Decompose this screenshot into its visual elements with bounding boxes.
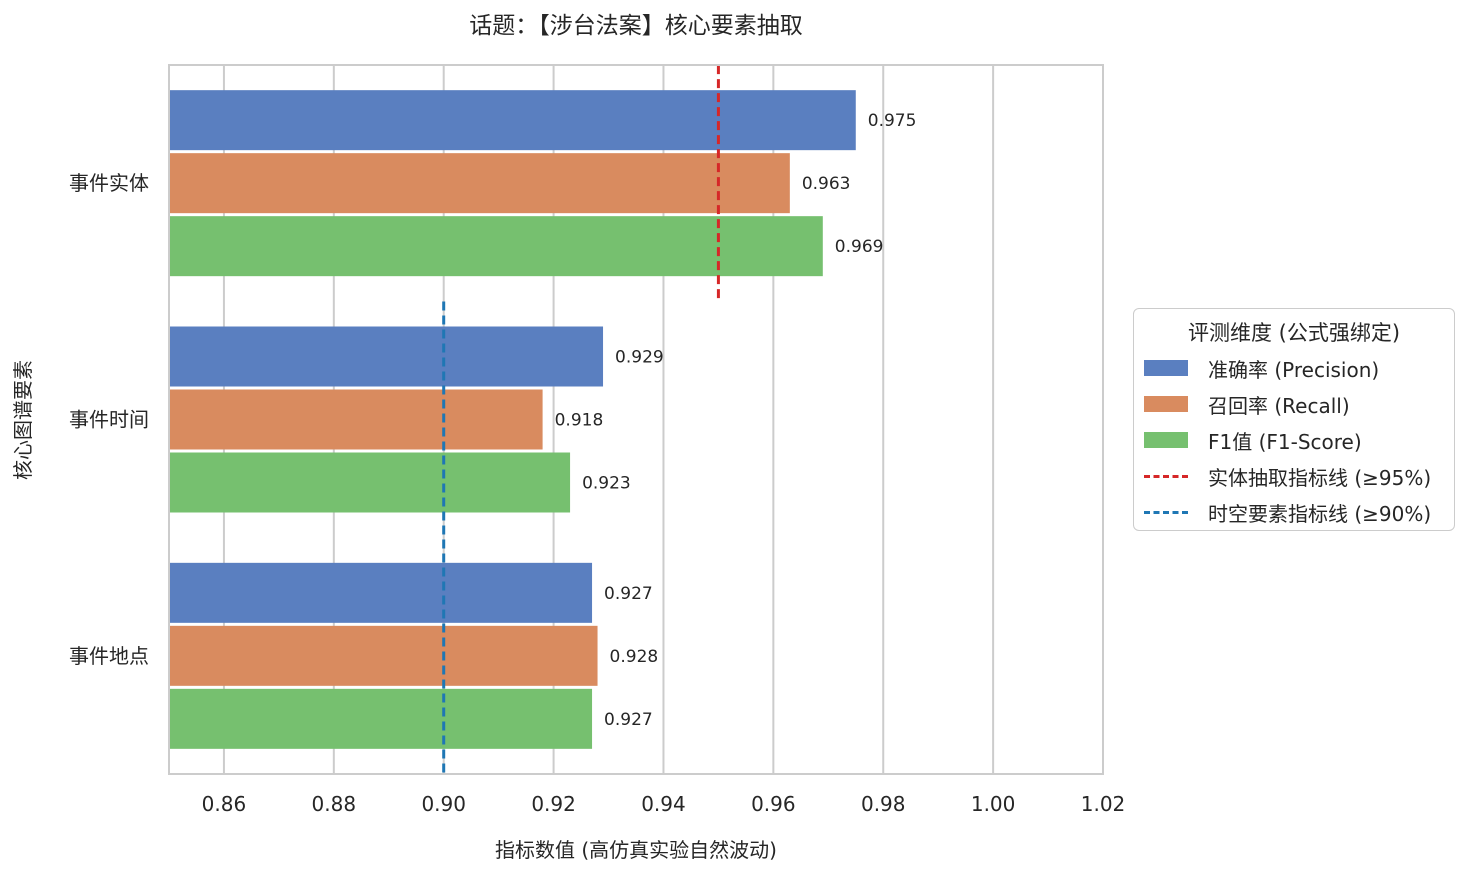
x-tick-label: 0.86 — [202, 792, 247, 816]
legend-item: 召回率 (Recall) — [1144, 389, 1350, 419]
x-tick-label: 0.98 — [861, 792, 906, 816]
bar — [169, 153, 790, 214]
x-ticks: 0.86 0.88 0.90 0.92 0.94 0.96 0.98 1.00 1.02 — [202, 792, 1126, 816]
bar — [169, 389, 543, 450]
data-label: 0.923 — [582, 474, 631, 494]
x-tick-label: 0.92 — [531, 792, 576, 816]
legend-marker — [1144, 510, 1188, 514]
bar — [169, 562, 593, 623]
bar — [169, 625, 598, 686]
bar — [169, 90, 856, 151]
legend: 评测维度 (公式强绑定) 准确率 (Precision) 召回率 (Recall)… — [1133, 308, 1455, 531]
y-tick-label: 事件实体 — [69, 171, 149, 195]
legend-label: 召回率 (Recall) — [1208, 393, 1350, 418]
y-axis-label: 核心图谱要素 — [11, 360, 35, 480]
bar — [169, 452, 571, 513]
data-label: 0.927 — [604, 584, 653, 604]
bars — [169, 90, 856, 749]
x-tick-label: 0.96 — [751, 792, 796, 816]
data-labels: 0.975 0.963 0.969 0.929 0.918 0.923 0.927 0.928… — [555, 111, 917, 730]
bar — [169, 688, 593, 749]
legend-label: 时空要素指标线 (≥90%) — [1208, 501, 1432, 526]
legend-marker — [1144, 396, 1188, 412]
data-label: 0.928 — [610, 647, 659, 667]
x-tick-label: 0.90 — [421, 792, 466, 816]
data-label: 0.929 — [615, 348, 664, 368]
data-label: 0.969 — [835, 237, 884, 257]
bar — [169, 216, 823, 277]
x-tick-label: 1.02 — [1081, 792, 1126, 816]
y-tick-label: 事件地点 — [69, 644, 149, 668]
reference-lines — [442, 65, 720, 774]
y-tick-label: 事件时间 — [69, 408, 149, 432]
x-tick-label: 0.94 — [641, 792, 686, 816]
legend-item: 实体抽取指标线 (≥95%) — [1144, 461, 1431, 491]
legend-label: 实体抽取指标线 (≥95%) — [1208, 465, 1432, 490]
legend-marker — [1144, 432, 1188, 448]
data-label: 0.918 — [555, 411, 604, 431]
legend-marker — [1144, 474, 1188, 478]
data-label: 0.927 — [604, 710, 653, 730]
x-tick-label: 0.88 — [312, 792, 357, 816]
legend-marker — [1144, 360, 1188, 376]
legend-label: 准确率 (Precision) — [1208, 357, 1380, 382]
bar — [169, 326, 604, 387]
legend-item: 准确率 (Precision) — [1144, 353, 1379, 383]
x-tick-label: 1.00 — [971, 792, 1016, 816]
plot-frame — [168, 64, 1104, 775]
chart-title: 话题：【涉台法案】核心要素抽取 — [469, 13, 803, 39]
legend-title: 评测维度 (公式强绑定) — [1187, 321, 1401, 345]
data-label: 0.963 — [802, 174, 851, 194]
data-label: 0.975 — [868, 111, 917, 131]
legend-label: F1值 (F1-Score) — [1208, 429, 1362, 454]
x-axis-label: 指标数值 (高仿真实验自然波动) — [495, 838, 777, 862]
legend-item: 时空要素指标线 (≥90%) — [1144, 497, 1431, 527]
legend-item: F1值 (F1-Score) — [1144, 425, 1362, 455]
